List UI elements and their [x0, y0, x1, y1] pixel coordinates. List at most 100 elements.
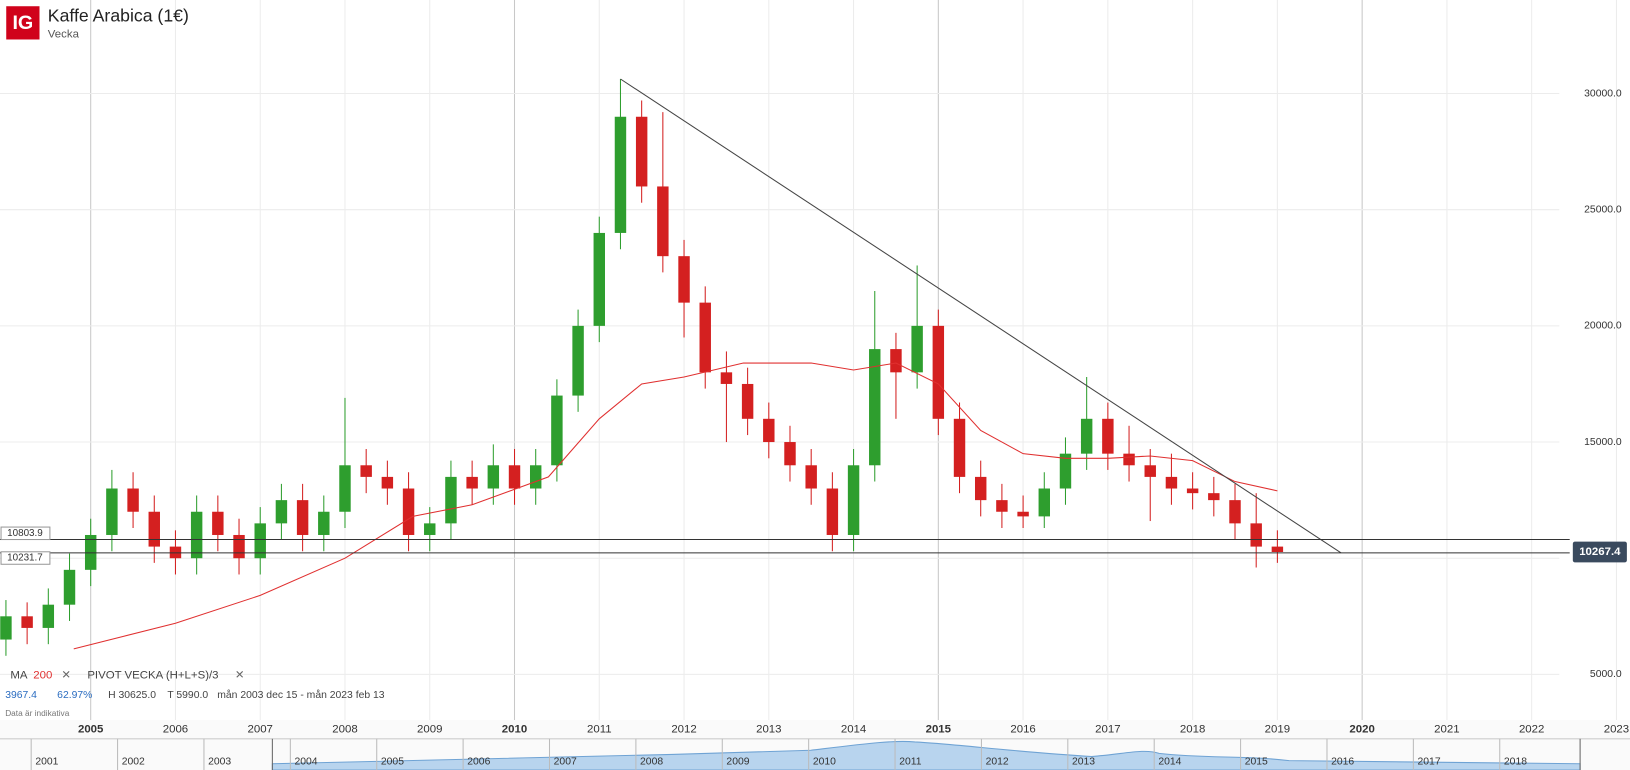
navigator-year: 2010: [813, 756, 836, 767]
candle-body: [911, 325, 923, 373]
candle-body: [826, 488, 839, 535]
trend-line: [620, 78, 1342, 554]
candle-body: [974, 476, 987, 501]
x-tick-label: 2022: [1519, 723, 1544, 735]
candle-body: [42, 604, 55, 628]
remove-pivot[interactable]: ✕: [235, 669, 245, 681]
candle-body: [0, 616, 12, 640]
x-tick-label: 2019: [1265, 723, 1290, 735]
candle-body: [487, 465, 500, 489]
candle-body: [720, 372, 733, 384]
info-high: H 30625.0: [108, 690, 156, 701]
y-tick-label: 5000.0: [1590, 669, 1622, 680]
navigator-year: 2004: [295, 756, 318, 767]
candle-body: [551, 395, 563, 466]
candle-body: [529, 465, 542, 489]
x-tick-label: 2006: [163, 723, 188, 735]
candle-body: [1123, 453, 1135, 466]
candle-body: [254, 523, 266, 559]
candle-body: [1186, 488, 1199, 494]
x-tick-label: 2020: [1349, 723, 1374, 735]
candle-body: [763, 418, 775, 443]
y-tick-label: 20000.0: [1584, 321, 1622, 332]
level-label-box: [0, 551, 51, 565]
candle-body: [339, 465, 351, 512]
x-tick-label: 2008: [332, 723, 357, 735]
x-tick-label: 2010: [502, 723, 527, 735]
candle-body: [805, 465, 817, 489]
navigator-year: 2015: [1245, 756, 1268, 767]
navigator-year: 2013: [1072, 756, 1095, 767]
candle-body: [593, 232, 605, 326]
candle-body: [1208, 493, 1220, 501]
y-tick-label: 15000.0: [1584, 437, 1622, 448]
y-tick-label: 30000.0: [1584, 88, 1622, 99]
ma-label: MA: [10, 669, 28, 681]
note: Data är indikativa: [5, 708, 70, 718]
candle-body: [318, 511, 330, 535]
remove-ma[interactable]: ✕: [61, 669, 71, 681]
navigator-year: 2003: [208, 756, 231, 767]
candle-body: [1080, 418, 1093, 454]
candle-body: [381, 476, 394, 489]
y-tick-label: 25000.0: [1584, 204, 1622, 215]
candle-body: [1102, 418, 1114, 454]
candle-body: [106, 488, 118, 535]
candle-body: [508, 465, 521, 489]
x-tick-label: 2011: [587, 723, 612, 735]
x-tick-label: 2005: [78, 723, 104, 735]
logo-box: [6, 6, 40, 40]
navigator-year: 2002: [122, 756, 145, 767]
candle-body: [996, 500, 1008, 512]
level-label: 10231.7: [7, 553, 43, 564]
grid: [0, 0, 1617, 721]
chart-title: Kaffe Arabica (1€): [48, 5, 189, 25]
navigator-year: 2001: [35, 756, 58, 767]
last-price: 10267.4: [1579, 546, 1621, 558]
candle-body: [847, 465, 860, 535]
x-tick-label: 2013: [756, 723, 781, 735]
info-change: 62.97%: [57, 690, 92, 701]
navigator-year: 2016: [1331, 756, 1354, 767]
info-value: 3967.4: [5, 690, 37, 701]
x-tick-label: 2018: [1180, 723, 1205, 735]
x-tick-label: 2014: [841, 723, 867, 735]
logo: IG: [12, 12, 33, 34]
level-label: 10803.9: [7, 528, 43, 539]
candle-body: [190, 511, 203, 559]
candle-body: [233, 534, 245, 559]
candle-body: [212, 511, 224, 535]
candle-body: [572, 325, 584, 396]
x-tick-label: 2017: [1095, 723, 1120, 735]
candle-body: [635, 116, 648, 187]
candle-body: [1038, 488, 1051, 517]
candle-body: [1229, 500, 1241, 524]
candle-body: [63, 569, 76, 605]
level-label-box: [0, 526, 51, 541]
navigator-year: 2017: [1418, 756, 1441, 767]
candle-body: [402, 488, 415, 535]
candle-body: [1059, 453, 1072, 489]
navigator-year: 2006: [467, 756, 490, 767]
candle-body: [360, 465, 372, 477]
x-tick-label: 2009: [417, 723, 442, 735]
candle-body: [699, 302, 711, 373]
candle-body: [296, 500, 309, 535]
candle-body: [932, 325, 945, 419]
subtitle: Vecka: [48, 28, 80, 40]
candle-body: [466, 476, 478, 489]
navigator-year: 2008: [640, 756, 663, 767]
navigator-year: 2018: [1504, 756, 1527, 767]
candle-body: [784, 442, 796, 466]
candle-body: [445, 476, 457, 524]
candle-body: [890, 349, 902, 373]
info-range: mån 2003 dec 15 - mån 2023 feb 13: [217, 689, 385, 701]
pivot-label: PIVOT VECKA (H+L+S)/3: [87, 669, 218, 681]
candle-body: [678, 256, 690, 303]
x-tick-label: 2021: [1434, 723, 1459, 735]
candle-body: [657, 186, 669, 257]
candle-body: [1017, 511, 1029, 517]
